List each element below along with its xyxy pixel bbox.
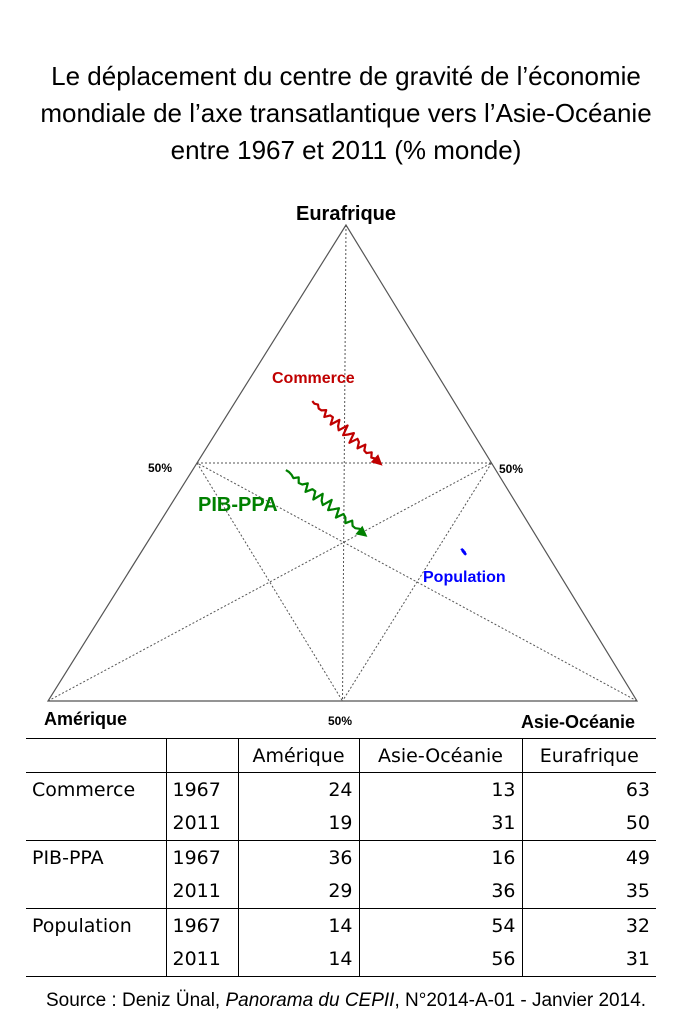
table-header-row: Amérique Asie-Océanie Eurafrique [26,738,656,773]
median-lines [47,224,638,702]
table-cell-year: 1967 [165,908,238,943]
grid-line-5 [342,462,492,702]
table-cell-eurafrique: 32 [521,908,656,943]
grid-line-2 [196,462,638,702]
table-row: 2011 29 36 35 [26,874,656,909]
table-cell-eurafrique: 49 [521,840,656,875]
table-row: Population 1967 14 54 32 [26,908,656,943]
table-cell-year: 1967 [165,840,238,875]
series-paths [285,400,467,556]
table-header-eurafrique: Eurafrique [521,738,656,773]
series-label-commerce: Commerce [272,370,355,387]
table-cell-asie-oceanie: 54 [358,908,522,943]
grid-line-0 [342,224,347,702]
table-cell-eurafrique: 31 [521,942,656,977]
table-header-group [26,738,166,773]
table-cell-eurafrique: 50 [521,806,656,841]
title-line-1: Le déplacement du centre de gravité de l… [51,61,641,91]
ternary-chart: Eurafrique Amérique Asie-Océanie 50% 50%… [44,203,639,732]
title-line-2: mondiale de l’axe transatlantique vers l… [40,98,652,128]
table-cell-asie-oceanie: 36 [358,874,522,909]
series-label-pib-ppa: PIB-PPA [198,494,278,516]
table-cell-year: 2011 [165,806,238,841]
table-cell-year: 2011 [165,874,238,909]
vertex-label-top: Eurafrique [296,203,396,225]
table-cell-year: 2011 [165,942,238,977]
title-line-3: entre 1967 et 2011 (% monde) [170,135,522,165]
series-arrowhead-1 [355,525,368,537]
table-cell-group: Commerce [32,778,136,801]
table-cell-group [26,874,166,909]
source-note: Source : Deniz Ünal, Panorama du CEPII, … [0,990,692,1012]
table-cell-eurafrique: 35 [521,874,656,909]
table-header-amerique: Amérique [237,738,359,773]
source-suffix: , N°2014-A-01 - Janvier 2014. [394,990,647,1011]
table-cell-group [26,942,166,977]
chart-title: Le déplacement du centre de gravité de l… [0,58,692,169]
table-cell-asie-oceanie: 13 [358,772,522,807]
midpoint-label-right: 50% [499,462,523,476]
vertex-label-right: Asie-Océanie [521,712,635,732]
table-row: 2011 19 31 50 [26,806,656,841]
table-cell-asie-oceanie: 56 [358,942,522,977]
table-header-year [165,738,238,773]
table-cell-amerique: 14 [237,908,359,943]
table-cell-amerique: 36 [237,840,359,875]
midpoint-label-left: 50% [148,461,172,475]
table-cell-group [26,806,166,841]
table-row: Commerce 1967 24 13 63 [26,772,656,807]
series-path-1 [285,469,365,536]
table-cell-asie-oceanie: 31 [358,806,522,841]
series-arrowhead-0 [370,454,383,466]
table-header-asie-oceanie: Asie-Océanie [358,738,522,773]
table-cell-eurafrique: 63 [521,772,656,807]
table-cell-amerique: 19 [237,806,359,841]
table-cell-amerique: 29 [237,874,359,909]
vertex-label-left: Amérique [44,709,127,729]
table-cell-asie-oceanie: 16 [358,840,522,875]
grid-line-4 [196,462,343,702]
table-cell-group: PIB-PPA [32,846,104,869]
series-path-0 [311,400,381,464]
table-cell-amerique: 14 [237,942,359,977]
series-label-population: Population [423,569,506,586]
table-row: 2011 14 56 31 [26,942,656,977]
table-cell-group: Population [32,914,132,937]
series-path-2 [460,547,467,556]
table-row: PIB-PPA 1967 36 16 49 [26,840,656,875]
data-table: Amérique Asie-Océanie Eurafrique Commerc… [26,738,656,977]
source-publication: Panorama du CEPII [225,990,395,1011]
table-cell-year: 1967 [165,772,238,807]
source-prefix: Source : Deniz Ünal, [45,990,226,1011]
midpoint-label-bottom: 50% [328,714,352,728]
table-cell-amerique: 24 [237,772,359,807]
